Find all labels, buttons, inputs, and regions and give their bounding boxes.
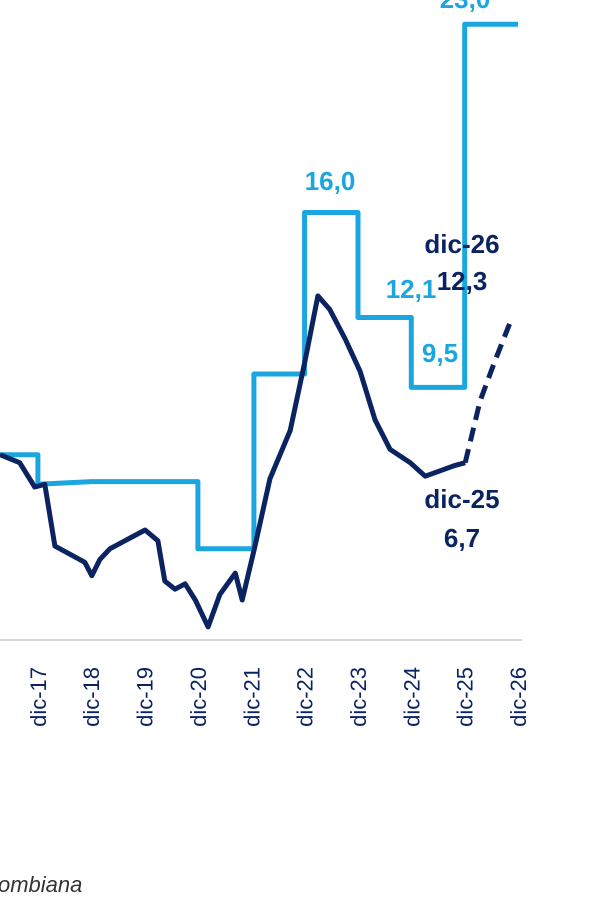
annotation: 23,0 [440, 0, 491, 14]
annotation: dic-25 [424, 484, 499, 514]
x-tick-label: dic-21 [239, 667, 264, 727]
annotation: dic-26 [424, 229, 499, 259]
x-tick-label: dic-26 [506, 667, 531, 727]
annotation: 12,3 [437, 266, 488, 296]
x-tick-label: dic-22 [293, 667, 318, 727]
source-note: ombiana [0, 872, 82, 897]
series-line [462, 321, 513, 464]
series-line [0, 293, 466, 630]
x-tick-label: dic-24 [399, 667, 424, 727]
x-tick-label: dic-23 [346, 667, 371, 727]
annotation: 12,1 [386, 274, 437, 304]
annotation: 9,5 [422, 338, 458, 368]
x-tick-label: dic-17 [26, 667, 51, 727]
x-tick-label: dic-20 [186, 667, 211, 727]
annotation: 6,7 [444, 523, 480, 553]
annotation: 16,0 [305, 166, 356, 196]
x-tick-label: dic-19 [133, 667, 158, 727]
x-tick-label: dic-18 [79, 667, 104, 727]
x-tick-label: dic-25 [453, 667, 478, 727]
